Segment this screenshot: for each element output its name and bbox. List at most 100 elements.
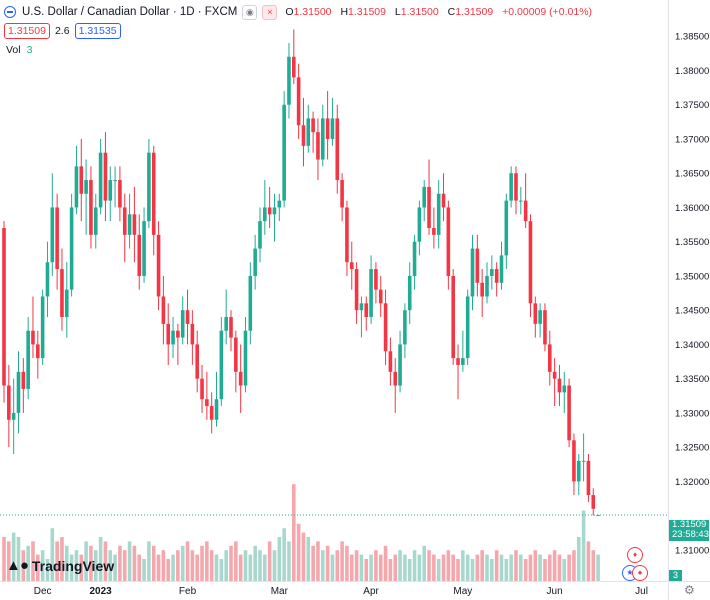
candle-body	[441, 193, 446, 208]
volume-bar	[480, 550, 484, 581]
high-value: 1.31509	[348, 6, 386, 18]
candle-body	[301, 125, 306, 146]
time-tick-label: Apr	[363, 586, 379, 597]
candle-body	[383, 303, 388, 352]
candle-body	[36, 344, 40, 359]
volume-bar	[26, 545, 30, 581]
price-tick-label: 1.36500	[675, 169, 709, 180]
volume-bar	[543, 559, 547, 581]
volume-bar	[403, 554, 407, 581]
volume-bar	[60, 537, 64, 581]
candle-body	[292, 56, 296, 78]
symbol-title[interactable]: U.S. Dollar / Canadian Dollar · 1D · FXC…	[22, 6, 238, 18]
candle-body	[79, 166, 84, 194]
candle-body	[427, 186, 431, 228]
candle-body	[89, 180, 93, 235]
candle-body	[412, 241, 417, 276]
candle-body	[461, 358, 465, 365]
candle-body	[490, 269, 494, 276]
candle-body	[509, 173, 513, 201]
volume-bar	[427, 550, 431, 581]
time-tick-label: Mar	[271, 586, 289, 597]
volume-legend[interactable]: Vol 3	[6, 44, 33, 56]
candle-body	[388, 351, 393, 372]
volume-bar	[127, 541, 132, 581]
candle-body	[229, 317, 233, 338]
ask-button[interactable]: 1.31535	[74, 23, 121, 39]
volume-bar	[533, 550, 538, 581]
bar-countdown: 23:58:43	[672, 529, 709, 540]
candle-body	[494, 269, 499, 283]
volume-bar	[581, 510, 586, 581]
volume-bar	[277, 537, 282, 581]
eye-icon[interactable]: ◉	[242, 4, 258, 20]
volume-bar	[118, 545, 122, 581]
candle-body	[485, 275, 489, 297]
candle-body	[176, 330, 180, 338]
candle-body	[156, 234, 161, 297]
volume-bar	[267, 541, 272, 581]
candle-body	[272, 207, 277, 215]
candle-body	[209, 406, 214, 420]
volume-bar	[287, 541, 291, 581]
tradingview-logo[interactable]: ▲● TradingView	[6, 557, 115, 574]
candle-body	[84, 180, 88, 194]
bid-button[interactable]: 1.31509	[4, 23, 50, 39]
candle-body	[451, 275, 455, 359]
candle-body	[456, 358, 460, 365]
candle-body	[504, 200, 509, 256]
collapse-icon[interactable]	[4, 6, 16, 18]
candle-body	[547, 344, 552, 372]
volume-bar	[562, 559, 567, 581]
candle-body	[316, 132, 320, 160]
remove-icon[interactable]: ×	[262, 4, 278, 20]
candle-body	[446, 207, 451, 276]
volume-bar	[50, 528, 55, 581]
candle-body	[132, 214, 137, 235]
candle-body	[74, 166, 79, 208]
volume-bar	[108, 550, 113, 581]
volume-bar	[258, 550, 262, 581]
time-tick-label: Jul	[635, 586, 648, 597]
candle-body	[219, 330, 224, 400]
candle-body	[557, 378, 562, 393]
price-tick-label: 1.36000	[675, 203, 709, 214]
candle-body	[64, 289, 69, 318]
volume-bar	[171, 554, 175, 581]
candle-body	[514, 173, 518, 201]
candle-body	[345, 207, 349, 263]
candle-body	[258, 221, 262, 249]
candle-body	[354, 269, 359, 311]
volume-bar	[243, 550, 248, 581]
candle-body	[55, 207, 59, 270]
candle-body	[369, 269, 373, 318]
candle-body	[267, 207, 272, 215]
event-flag-icon[interactable]: ●	[632, 565, 648, 581]
candle-body	[171, 330, 175, 345]
volume-bar	[190, 550, 195, 581]
volume-bar	[320, 550, 325, 581]
candle-body	[45, 262, 50, 297]
canada-flag-icon[interactable]: ♦	[627, 547, 643, 563]
candle-body	[523, 200, 528, 222]
candle-body	[253, 248, 257, 276]
candle-body	[596, 515, 600, 517]
volume-bar	[586, 541, 591, 581]
candle-body	[108, 180, 113, 201]
volume-bar	[383, 545, 388, 581]
volume-bar	[79, 554, 84, 581]
volume-badge: 3	[669, 570, 682, 581]
volume-bar	[156, 554, 161, 581]
volume-bar	[21, 550, 26, 581]
candle-body	[122, 207, 127, 235]
candle-body	[407, 275, 412, 311]
volume-bar	[432, 554, 436, 581]
volume-bar	[180, 545, 185, 581]
volume-bar	[499, 554, 504, 581]
volume-bar	[407, 559, 412, 581]
settings-gear-icon[interactable]: ⚙	[684, 583, 695, 597]
volume-bar	[596, 554, 600, 581]
volume-bar	[547, 554, 552, 581]
candle-body	[214, 399, 219, 420]
